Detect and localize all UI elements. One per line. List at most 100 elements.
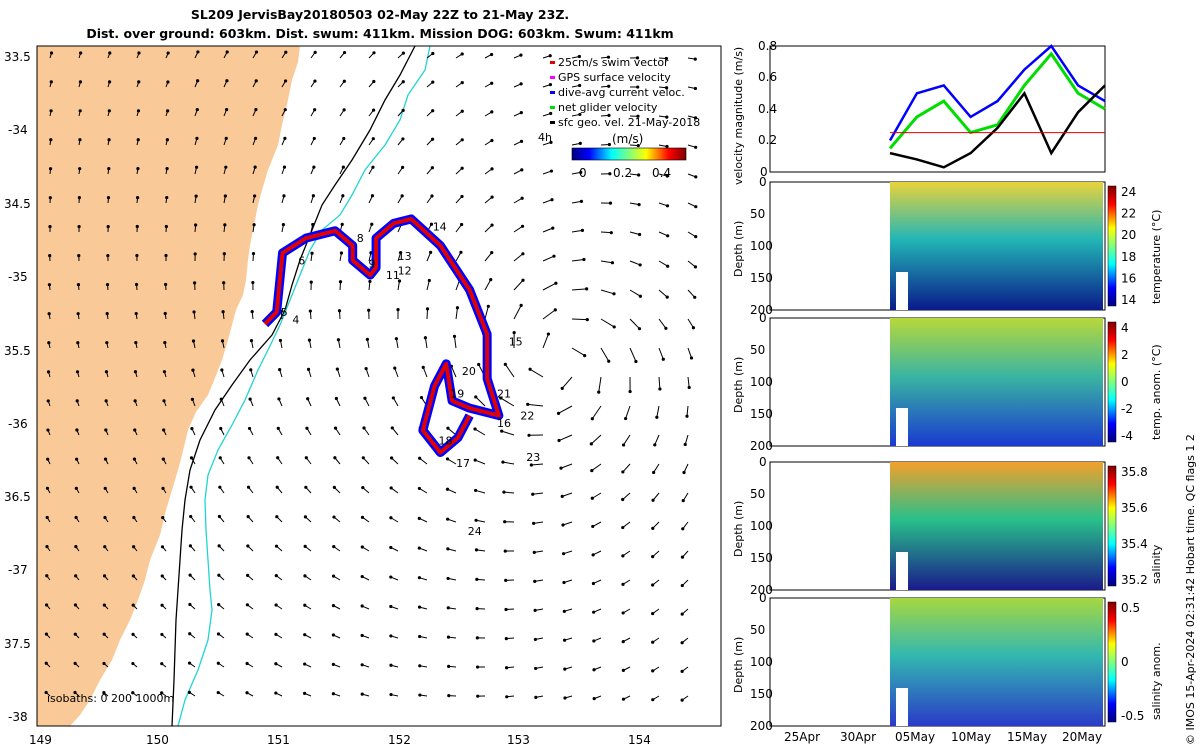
velocity-arrow [656, 405, 660, 418]
velocity-arrow [560, 463, 573, 469]
velocity-arrow-head [131, 661, 135, 666]
velocity-arrow-head [551, 226, 555, 230]
velocity-arrow-head [74, 486, 78, 490]
velocity-arrow-head [191, 339, 196, 343]
velocity-arrow-head [552, 254, 556, 258]
velocity-arrow-head [607, 113, 611, 117]
velocity-arrow-head [549, 140, 553, 144]
velocity-arrow [542, 333, 549, 349]
velocity-series-line [889, 84, 1106, 169]
velocity-arrow-head [160, 574, 164, 578]
velocity-arrow-head [281, 223, 285, 227]
velocity-arrow [450, 366, 457, 378]
velocity-arrow-head [546, 332, 551, 336]
velocity-arrow-head [278, 338, 283, 343]
map-xtick: 151 [267, 733, 290, 747]
velocity-arrow-head [104, 370, 109, 374]
velocity-arrow-head [680, 583, 684, 588]
velocity-arrow-head [303, 544, 307, 548]
velocity-arrow-head [303, 633, 307, 637]
velocity-arrow-head [363, 396, 367, 400]
velocity-arrow-head [136, 138, 140, 142]
velocity-arrow-head [164, 224, 168, 229]
velocity-arrow-head [75, 370, 80, 374]
velocity-arrow-head [368, 279, 372, 284]
velocity-arrow-head [503, 520, 507, 524]
velocity-arrow-head [397, 279, 402, 283]
velocity-arrow-head [490, 81, 494, 85]
velocity-arrow-head [254, 50, 259, 54]
velocity-arrow-head [245, 632, 249, 636]
depth-tick: 100 [750, 655, 773, 669]
time-x-axis: 25Apr 30Apr 05May 10May 15May 20May [784, 730, 1102, 744]
velocity-arrow-head [577, 54, 581, 59]
velocity-arrow-head [313, 108, 317, 112]
map-ytick: -37 [8, 563, 28, 577]
velocity-arrow-head [590, 496, 594, 500]
velocity-arrow-head [247, 456, 251, 460]
velocity-arrow-head [578, 112, 582, 117]
velocity-arrow-head [189, 485, 193, 489]
velocity-arrow [658, 318, 667, 329]
velocity-arrow-head [191, 368, 195, 372]
velocity-arrow-head [390, 426, 394, 430]
waypoint-label: 12 [398, 265, 412, 278]
velocity-arrow-head [218, 485, 222, 489]
velocity-arrow-head [276, 426, 280, 430]
legend-dive-avg: dive-avg current veloc. [558, 86, 685, 99]
velocity-arrow-head [106, 224, 110, 229]
velocity-arrow-head [681, 527, 685, 531]
colorbar-tick: 22 [1121, 207, 1136, 221]
velocity-arrow-head [693, 57, 697, 61]
velocity-arrow [542, 309, 556, 320]
map-xtick: 150 [146, 733, 169, 747]
velocity-arrow-head [360, 604, 364, 608]
velocity-arrow-head [666, 264, 670, 268]
waypoint-label: 6 [298, 254, 305, 267]
velocity-arrow-head [216, 661, 220, 665]
velocity-arrow-head [102, 632, 106, 636]
velocity-arrow-head [503, 362, 507, 366]
waypoint-label: 15 [509, 336, 523, 349]
velocity-arrow-head [445, 457, 450, 461]
velocity-arrow [592, 492, 602, 499]
colorbar-label: salinity [1150, 544, 1163, 584]
velocity-arrow-head [48, 196, 52, 200]
velocity-arrow-head [370, 222, 374, 226]
velocity-arrow-head [529, 463, 533, 467]
velocity-arrow-head [360, 663, 364, 667]
depth-ylabel: Depth (m) [732, 637, 745, 693]
velocity-arrow [629, 231, 640, 235]
velocity-arrow-head [220, 368, 224, 372]
velocity-arrow-head [661, 357, 665, 361]
velocity-arrow-head [216, 632, 221, 636]
velocity-arrow-head [283, 108, 287, 112]
velocity-arrow-head [591, 553, 595, 557]
velocity-arrow [591, 434, 602, 445]
velocity-arrow [424, 337, 428, 349]
velocity-arrow-head [421, 365, 425, 369]
velocity-arrow-head [425, 307, 430, 311]
velocity-arrow-head [107, 167, 111, 171]
colorbar-tick: 24 [1121, 185, 1136, 199]
velocity-arrow-head [682, 470, 686, 475]
velocity-arrow-head [331, 692, 336, 696]
velocity-arrow-head [48, 254, 52, 258]
velocity-axes [769, 45, 1106, 173]
velocity-arrow-head [423, 336, 428, 340]
velocity-arrow-head [45, 545, 49, 549]
velocity-arrow-head [621, 697, 626, 701]
colorbar-tick: 18 [1121, 250, 1136, 264]
velocity-arrow-head [638, 263, 642, 267]
velocity-arrow-head [216, 690, 220, 695]
velocity-arrow-head [331, 633, 336, 637]
velocity-arrow-head [430, 194, 434, 198]
velocity-arrow-head [651, 640, 655, 644]
depth-tick: 50 [750, 487, 765, 501]
waypoint-label: 23 [526, 451, 540, 464]
velocity-arrow-head [49, 80, 53, 84]
velocity-arrow-head [44, 603, 49, 607]
velocity-arrow-head [47, 283, 52, 287]
velocity-arrow-head [693, 86, 698, 91]
